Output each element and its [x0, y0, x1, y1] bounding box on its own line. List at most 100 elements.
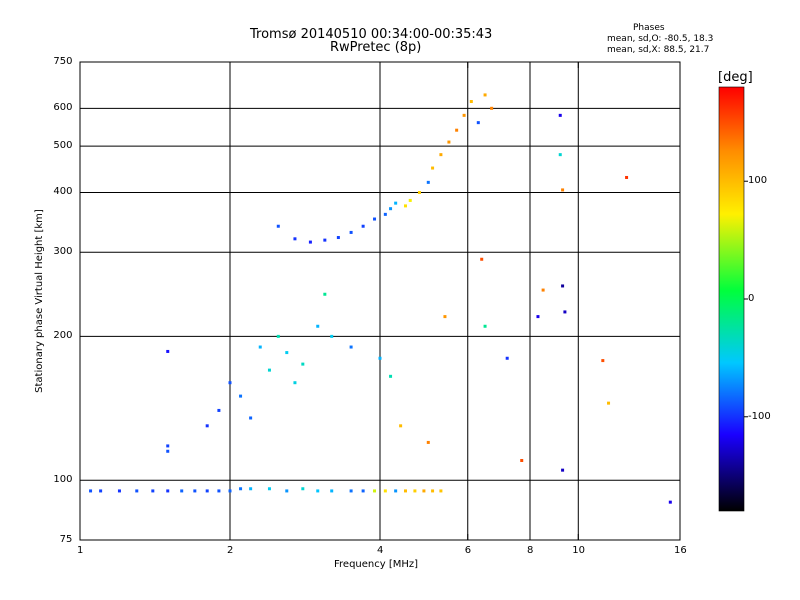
data-point	[476, 121, 480, 125]
colorbar	[718, 86, 745, 512]
data-point	[558, 153, 562, 157]
x-tick-label: 6	[464, 545, 472, 556]
data-points	[89, 93, 672, 504]
data-point	[180, 489, 184, 493]
y-tick-label: 400	[53, 186, 73, 198]
data-point	[469, 100, 473, 104]
data-point	[308, 240, 312, 244]
y-tick-label: 500	[53, 140, 73, 152]
colorbar-ticks	[744, 180, 748, 418]
data-point	[389, 207, 393, 211]
data-point	[249, 416, 253, 420]
data-point	[285, 489, 289, 493]
data-point	[276, 224, 280, 228]
data-point	[558, 113, 562, 117]
data-point	[447, 140, 451, 144]
data-point	[285, 351, 289, 355]
axis-ticks	[79, 62, 681, 540]
data-point	[276, 334, 280, 338]
data-point	[205, 489, 209, 493]
data-point	[349, 345, 353, 349]
data-point	[217, 408, 221, 412]
data-point	[293, 237, 297, 241]
data-point	[541, 288, 545, 292]
y-tick-label: 600	[53, 102, 73, 114]
colorbar-tick-label: 0	[748, 293, 755, 304]
data-point	[323, 238, 327, 242]
data-point	[193, 489, 197, 493]
data-point	[431, 166, 435, 170]
data-point	[349, 230, 353, 234]
data-point	[336, 236, 340, 240]
data-point	[439, 153, 443, 157]
y-tick-label: 200	[53, 330, 73, 342]
y-tick-label: 75	[59, 534, 73, 545]
data-point	[378, 356, 382, 360]
colorbar-tick-label: -100	[748, 410, 771, 422]
data-point	[267, 487, 271, 491]
data-point	[166, 489, 170, 493]
grid-lines	[80, 62, 680, 540]
data-point	[601, 359, 605, 363]
phases-x-mode: mean, sd,X: 88.5, 21.7	[607, 45, 710, 55]
data-point	[258, 345, 262, 349]
data-point	[349, 489, 353, 493]
data-point	[490, 106, 494, 110]
data-point	[563, 310, 567, 314]
data-point	[293, 381, 297, 385]
data-point	[301, 362, 305, 366]
y-axis-label: Stationary phase Virtual Height [km]	[34, 209, 45, 393]
data-point	[426, 180, 430, 184]
data-point	[383, 212, 387, 216]
y-tick-label: 750	[53, 56, 73, 67]
data-point	[422, 489, 426, 493]
data-point	[625, 175, 629, 179]
data-point	[361, 489, 365, 493]
colorbar-label: [deg]	[718, 70, 753, 85]
chart-subtitle: RwPretec (8p)	[330, 40, 422, 55]
data-point	[480, 257, 484, 261]
data-point	[403, 489, 407, 493]
x-tick-label: 2	[227, 545, 234, 556]
data-point	[417, 190, 421, 194]
data-point	[323, 292, 327, 296]
colorbar-tick-label: 100	[748, 175, 768, 187]
data-point	[668, 500, 672, 504]
data-point	[205, 424, 209, 428]
data-point	[462, 113, 466, 117]
data-point	[505, 356, 509, 360]
data-point	[135, 489, 139, 493]
data-point	[561, 468, 565, 472]
data-point	[228, 489, 232, 493]
data-point	[389, 374, 393, 378]
y-tick-label: 300	[53, 246, 73, 258]
data-point	[373, 217, 377, 221]
data-point	[166, 349, 170, 353]
data-point	[239, 394, 243, 398]
data-point	[99, 489, 103, 493]
data-point	[483, 324, 487, 328]
data-point	[536, 315, 540, 319]
data-point	[394, 201, 398, 205]
data-point	[166, 449, 170, 453]
data-point	[394, 489, 398, 493]
data-point	[561, 284, 565, 288]
data-point	[399, 424, 403, 428]
data-point	[455, 128, 459, 132]
data-point	[383, 489, 387, 493]
x-tick-label: 16	[674, 545, 687, 556]
data-point	[426, 440, 430, 444]
phases-heading: Phases	[633, 23, 665, 33]
data-point	[408, 198, 412, 202]
data-point	[316, 489, 320, 493]
data-point	[483, 93, 487, 97]
data-point	[89, 489, 93, 493]
data-point	[403, 204, 407, 208]
data-point	[330, 334, 334, 338]
data-point	[607, 401, 611, 405]
y-tick-label: 100	[53, 474, 73, 486]
x-tick-label: 10	[572, 545, 586, 556]
x-tick-label: 4	[377, 545, 384, 556]
data-point	[561, 188, 565, 192]
